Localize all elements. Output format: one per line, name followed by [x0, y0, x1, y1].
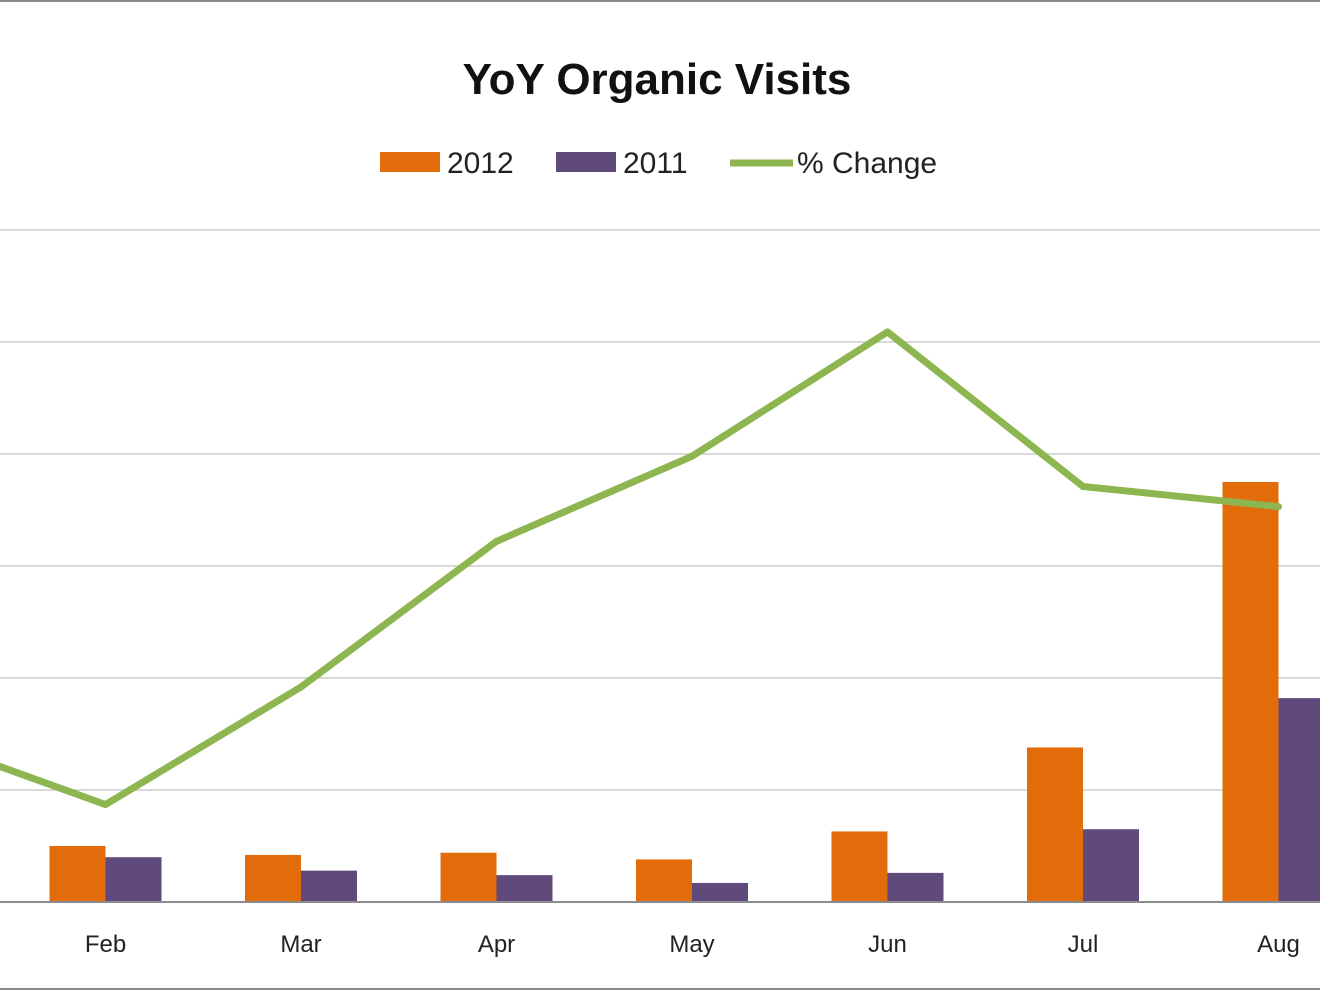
- bar-2011-apr: [497, 875, 553, 902]
- pct-change-point-mar: [298, 683, 305, 690]
- bar-2011-jun: [888, 873, 944, 902]
- bar-2012-jun: [832, 831, 888, 902]
- bar-2012-feb: [50, 846, 106, 902]
- pct-change-point-feb: [102, 801, 109, 808]
- pct-change-line: [0, 332, 1279, 805]
- x-tick-labels: Feb Mar Apr May Jun Jul Aug: [85, 931, 1300, 958]
- bars: [50, 482, 1320, 902]
- bar-2011-may: [692, 883, 748, 902]
- bar-2012-mar: [245, 855, 301, 902]
- pct-change-point-may: [689, 453, 696, 460]
- x-tick-may: May: [669, 931, 714, 958]
- pct-change-point-aug: [1275, 503, 1282, 510]
- legend-label-pct-change: % Change: [797, 147, 937, 180]
- bar-2011-feb: [106, 857, 162, 902]
- legend-label-2012: 2012: [447, 147, 514, 180]
- bar-2011-jul: [1083, 829, 1139, 902]
- legend-swatch-2012: [380, 152, 440, 172]
- x-tick-mar: Mar: [280, 931, 321, 958]
- bar-2012-aug: [1223, 482, 1279, 902]
- pct-change-point-apr: [493, 538, 500, 545]
- legend-swatch-2011: [556, 152, 616, 172]
- legend-label-2011: 2011: [623, 147, 688, 180]
- x-tick-jun: Jun: [868, 931, 907, 958]
- chart-title: YoY Organic Visits: [463, 55, 852, 104]
- bar-2012-jul: [1027, 747, 1083, 902]
- x-tick-aug: Aug: [1257, 931, 1300, 958]
- bar-2011-mar: [301, 871, 357, 902]
- x-tick-jul: Jul: [1068, 931, 1099, 958]
- x-tick-feb: Feb: [85, 931, 126, 958]
- pct-change-point-jul: [1080, 483, 1087, 490]
- legend: 2012 2011 % Change: [380, 147, 937, 180]
- x-tick-apr: Apr: [478, 931, 515, 958]
- gridlines: [0, 230, 1320, 790]
- bar-2012-may: [636, 859, 692, 902]
- bar-2011-aug: [1279, 698, 1320, 902]
- pct-change-point-jun: [884, 328, 891, 335]
- pct-change-line-group: [0, 328, 1282, 808]
- bar-2012-apr: [441, 853, 497, 902]
